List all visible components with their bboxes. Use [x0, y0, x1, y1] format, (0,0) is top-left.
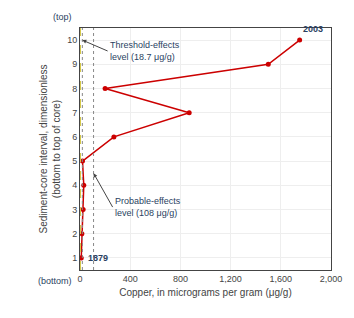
svg-text:1,600: 1,600	[270, 274, 293, 284]
svg-text:Copper, in micrograms per gram: Copper, in micrograms per gram (μg/g)	[119, 287, 292, 298]
svg-text:2003: 2003	[303, 24, 323, 34]
svg-text:(bottom): (bottom)	[38, 276, 72, 286]
svg-text:Threshold-effectslevel (18.7 μ: Threshold-effectslevel (18.7 μg/g)	[110, 40, 180, 62]
svg-text:9: 9	[72, 59, 77, 69]
svg-text:1,200: 1,200	[219, 274, 242, 284]
svg-text:10: 10	[67, 35, 77, 45]
svg-text:(top): (top)	[53, 12, 72, 22]
svg-text:6: 6	[72, 132, 77, 142]
svg-text:0: 0	[77, 274, 82, 284]
svg-text:400: 400	[123, 274, 138, 284]
svg-text:8: 8	[72, 84, 77, 94]
svg-text:2,000: 2,000	[320, 274, 343, 284]
svg-text:Sediment-core interval, dimens: Sediment-core interval, dimensionless(bo…	[38, 65, 62, 234]
svg-text:800: 800	[173, 274, 188, 284]
svg-text:1879: 1879	[88, 253, 108, 263]
svg-text:3: 3	[72, 205, 77, 215]
svg-text:1: 1	[72, 253, 77, 263]
svg-text:5: 5	[72, 156, 77, 166]
svg-text:2: 2	[72, 229, 77, 239]
svg-text:Probable-effectslevel (108 μg/: Probable-effectslevel (108 μg/g)	[115, 196, 181, 218]
svg-text:4: 4	[72, 180, 77, 190]
svg-text:7: 7	[72, 108, 77, 118]
